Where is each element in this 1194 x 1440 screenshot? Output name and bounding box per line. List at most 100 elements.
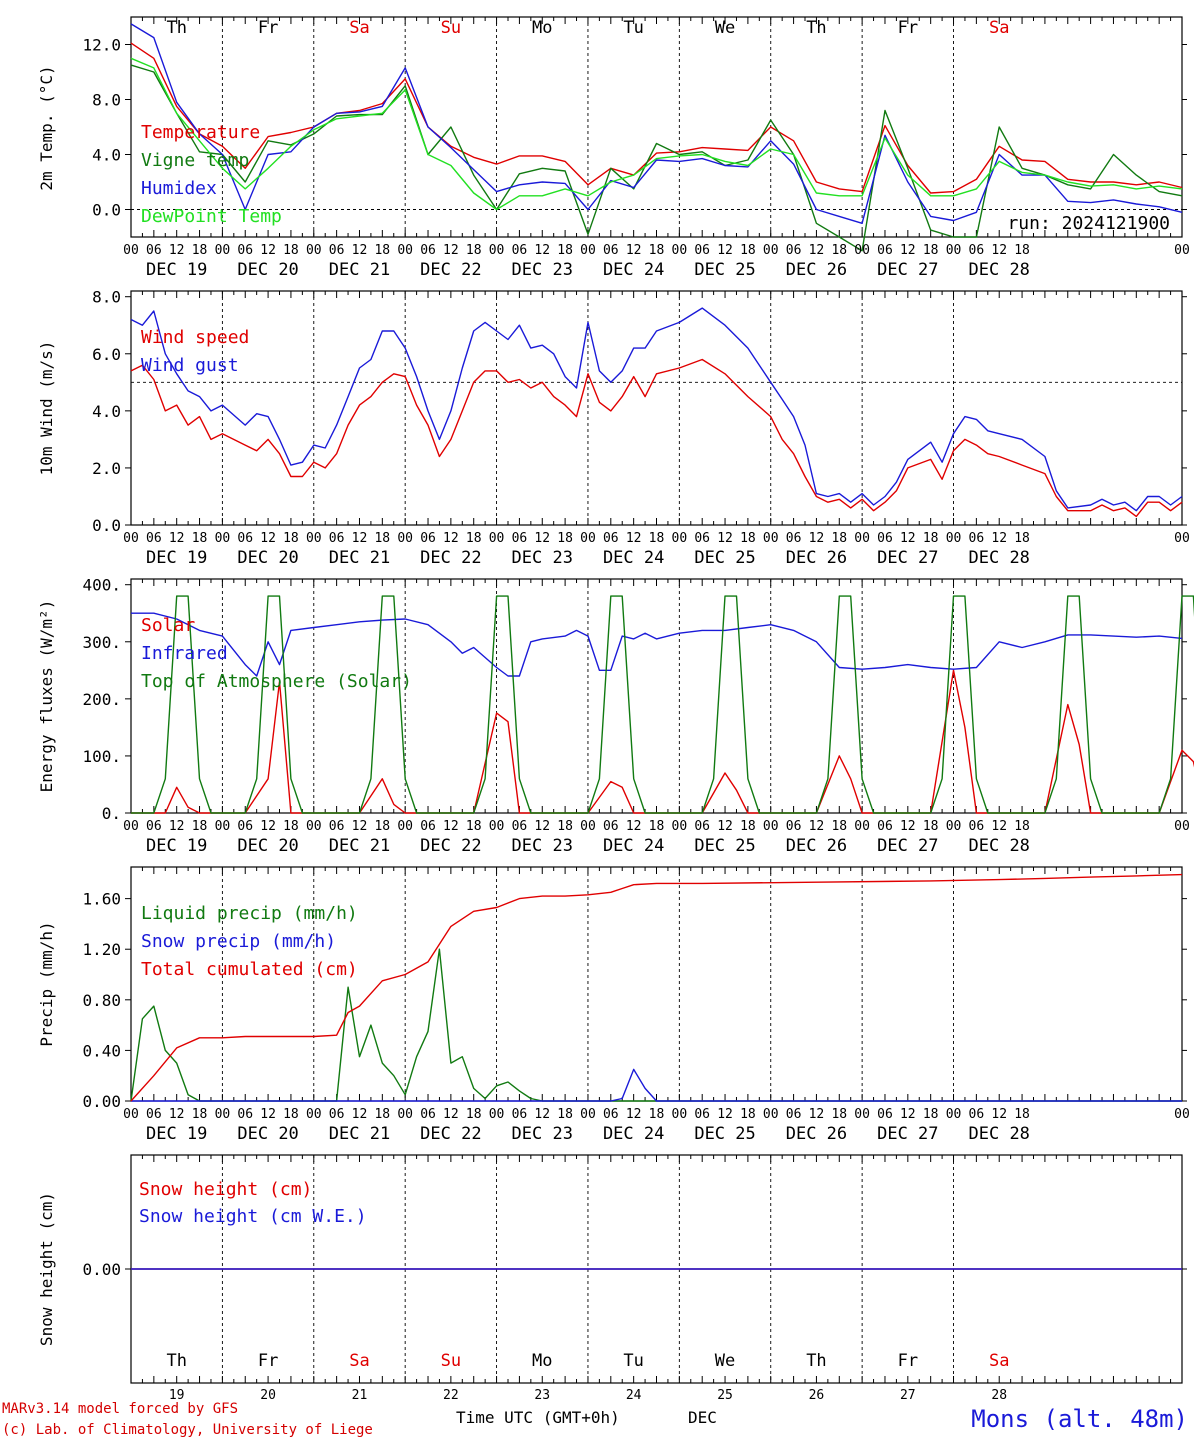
hour-label: 12	[991, 243, 1007, 258]
date-label: DEC 27	[877, 836, 938, 856]
hour-label: 12	[260, 531, 276, 546]
hour-label-final: 00	[1174, 531, 1190, 546]
hour-label: 06	[877, 531, 893, 546]
y-tick-label: 6.0	[92, 345, 121, 364]
y-tick-label: 8.0	[92, 91, 121, 110]
date-label: DEC 25	[694, 548, 755, 568]
hour-label: 12	[717, 243, 733, 258]
day-of-week-label: Fr	[898, 18, 918, 38]
date-label: DEC 21	[329, 548, 390, 568]
hour-label: 06	[146, 819, 162, 834]
hour-label: 12	[717, 1107, 733, 1122]
hour-label: 06	[420, 1107, 436, 1122]
hour-label: 18	[192, 531, 208, 546]
day-number-label: 21	[352, 1388, 368, 1403]
series-line-dewpoint-temp	[130, 57, 1183, 211]
hour-label: 12	[260, 819, 276, 834]
hour-label: 18	[1014, 1107, 1030, 1122]
day-number-label: 22	[443, 1388, 459, 1403]
hour-label: 18	[740, 243, 756, 258]
hour-label: 00	[397, 243, 413, 258]
series-line-temperature	[130, 42, 1183, 194]
hour-label: 18	[740, 819, 756, 834]
date-label: DEC 28	[969, 836, 1030, 856]
hour-label: 18	[466, 1107, 482, 1122]
hour-label: 18	[283, 243, 299, 258]
hour-label: 12	[991, 1107, 1007, 1122]
hour-label: 12	[717, 819, 733, 834]
hour-label: 12	[443, 531, 459, 546]
hour-label: 18	[557, 1107, 573, 1122]
date-label: DEC 26	[786, 548, 847, 568]
hour-label: 12	[626, 531, 642, 546]
day-of-week-label: Sa	[989, 1351, 1009, 1371]
legend-entry: Solar	[141, 615, 195, 636]
hour-label: 06	[420, 531, 436, 546]
hour-label: 12	[169, 531, 185, 546]
hour-label: 06	[969, 243, 985, 258]
hour-label: 18	[283, 1107, 299, 1122]
day-of-week-label: Sa	[349, 18, 369, 38]
day-number-label: 27	[900, 1388, 916, 1403]
hour-label: 12	[352, 1107, 368, 1122]
panel-1: 12.0 8.0 4.0 0.0 2m Temp. (°C) Temperature Vig…	[37, 16, 1190, 280]
hour-label: 12	[809, 819, 825, 834]
y-tick-label: 0.00	[82, 1260, 121, 1279]
hour-label: 06	[786, 1107, 802, 1122]
hour-label: 06	[694, 243, 710, 258]
legend-entry: Humidex	[141, 178, 217, 199]
hour-label: 12	[534, 819, 550, 834]
hour-label: 12	[900, 531, 916, 546]
y-tick-label: 0.0	[92, 201, 121, 220]
date-label: DEC 23	[512, 548, 573, 568]
day-of-week-label: Mo	[532, 18, 552, 38]
day-of-week-label: Th	[166, 1351, 186, 1371]
hour-label-final: 00	[1174, 243, 1190, 258]
hour-label: 18	[374, 243, 390, 258]
y-tick-label: 0.	[102, 804, 121, 823]
date-label: DEC 22	[420, 260, 481, 280]
y-axis-label: Snow height (cm)	[37, 1192, 56, 1346]
date-label: DEC 23	[512, 1124, 573, 1144]
hour-label: 06	[969, 1107, 985, 1122]
hour-label: 06	[237, 1107, 253, 1122]
hour-label: 18	[192, 819, 208, 834]
day-number-label: 25	[717, 1388, 733, 1403]
date-label: DEC 22	[420, 548, 481, 568]
hour-label: 12	[169, 243, 185, 258]
y-tick-label: 1.60	[82, 890, 121, 909]
y-tick-label: 0.80	[82, 991, 121, 1010]
series-line-snow-precip-mm-h-	[131, 1068, 1182, 1102]
hour-label: 18	[374, 819, 390, 834]
hour-label: 12	[809, 531, 825, 546]
hour-label: 06	[329, 1107, 345, 1122]
legend-entry: Top of Atmosphere (Solar)	[141, 671, 412, 692]
legend-entry: Snow precip (mm/h)	[141, 931, 336, 952]
hour-label: 00	[489, 819, 505, 834]
hour-label: 00	[580, 819, 596, 834]
hour-label: 12	[809, 243, 825, 258]
hour-label: 00	[672, 819, 688, 834]
day-number-label: 20	[260, 1388, 276, 1403]
y-tick-label: 1.20	[82, 940, 121, 959]
date-label: DEC 20	[237, 1124, 298, 1144]
day-of-week-label: Fr	[258, 18, 278, 38]
hour-label: 06	[146, 531, 162, 546]
date-label: DEC 22	[420, 836, 481, 856]
x-axis-title: Time UTC (GMT+0h)	[456, 1408, 620, 1427]
hour-label: 00	[672, 531, 688, 546]
y-tick-label: 4.0	[92, 402, 121, 421]
hour-label: 06	[969, 819, 985, 834]
day-number-label: 24	[626, 1388, 642, 1403]
hour-label: 00	[306, 243, 322, 258]
plot-frame	[130, 290, 1183, 526]
day-of-week-label: We	[715, 1351, 735, 1371]
date-label: DEC 25	[694, 836, 755, 856]
date-label: DEC 20	[237, 260, 298, 280]
panel-5: 0.00 Snow height (cm) Snow height (cm) Snow…	[37, 1154, 1187, 1403]
hour-label: 00	[580, 1107, 596, 1122]
y-tick-label: 300.	[82, 633, 121, 652]
date-label: DEC 28	[969, 548, 1030, 568]
hour-label: 00	[306, 1107, 322, 1122]
y-axis-label: Energy fluxes (W/m²)	[37, 600, 56, 793]
